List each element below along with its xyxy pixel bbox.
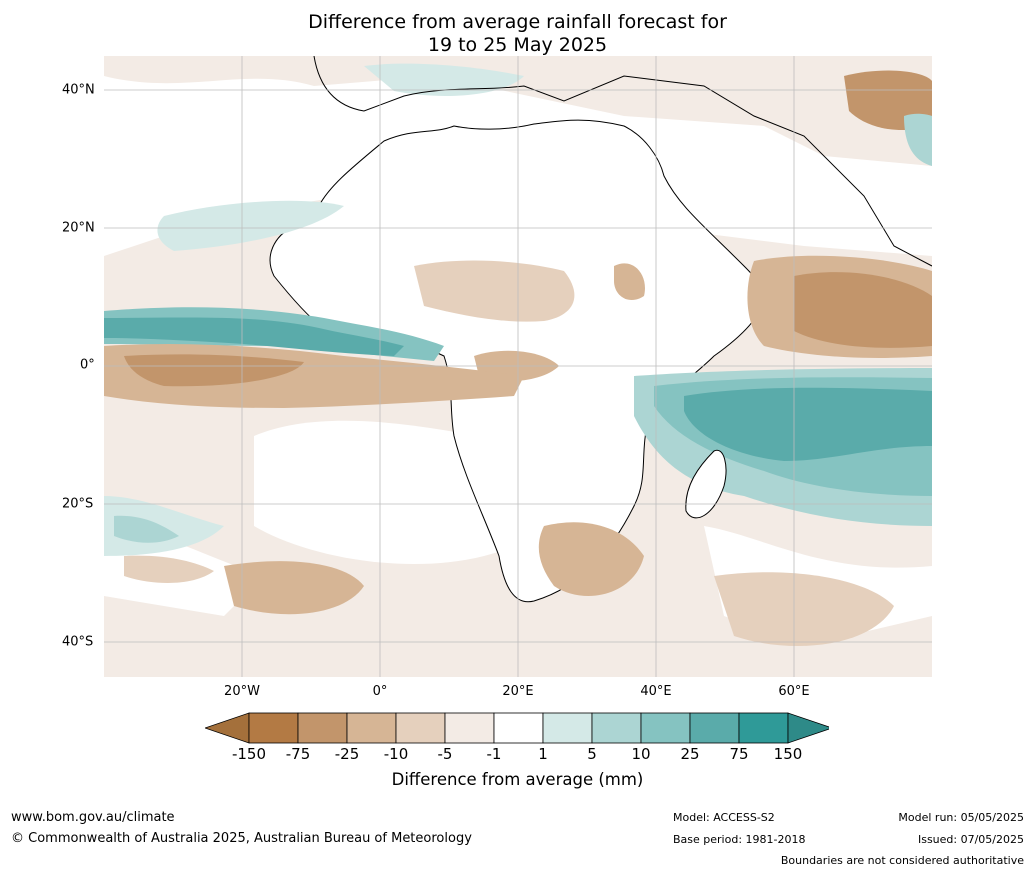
colorbar-tick-label: 150 xyxy=(773,745,803,763)
colorbar-segment xyxy=(542,712,593,744)
colorbar-tick-label: -25 xyxy=(334,745,360,763)
lon-label: 40°E xyxy=(640,684,672,699)
lon-label: 20°E xyxy=(502,684,534,699)
colorbar-tick-label: -150 xyxy=(231,745,267,763)
colorbar-segment xyxy=(395,712,446,744)
colorbar-tick-label: -10 xyxy=(383,745,409,763)
colorbar-segment xyxy=(444,712,495,744)
lat-label: 40°N xyxy=(62,82,95,98)
madagascar xyxy=(685,449,727,519)
colorbar-segment xyxy=(591,712,642,744)
colorbar-segment xyxy=(493,712,544,744)
colorbar-segment xyxy=(346,712,397,744)
colorbar-extend-low xyxy=(205,712,250,744)
colorbar-segment xyxy=(640,712,691,744)
colorbar-extend-high xyxy=(787,712,829,744)
lon-label: 20°W xyxy=(224,684,260,699)
lat-label: 0° xyxy=(80,357,95,373)
map-title-line1: Difference from average rainfall forecas… xyxy=(308,11,727,33)
lon-label: 0° xyxy=(372,684,388,699)
colorbar-segment xyxy=(297,712,348,744)
copyright-text: © Commonwealth of Australia 2025, Austra… xyxy=(11,831,472,846)
website-link[interactable]: www.bom.gov.au/climate xyxy=(11,810,175,825)
colorbar xyxy=(205,712,829,744)
colorbar-tick-label: 25 xyxy=(680,745,700,763)
colorbar-segment xyxy=(738,712,789,744)
lat-label: 20°N xyxy=(62,220,95,236)
model-run-date: Model run: 05/05/2025 xyxy=(898,811,1024,824)
colorbar-tick-label: -75 xyxy=(285,745,311,763)
boundaries-disclaimer: Boundaries are not considered authoritat… xyxy=(780,854,1024,867)
colorbar-tick-label: -5 xyxy=(437,745,453,763)
colorbar-segment xyxy=(689,712,740,744)
lon-label: 60°E xyxy=(778,684,810,699)
lat-label: 20°S xyxy=(62,496,94,512)
base-period: Base period: 1981-2018 xyxy=(673,833,806,846)
lat-label: 40°S xyxy=(62,634,94,650)
map-title-line2: 19 to 25 May 2025 xyxy=(427,34,608,56)
colorbar-tick-label: -1 xyxy=(486,745,502,763)
colorbar-title: Difference from average (mm) xyxy=(391,770,644,789)
colorbar-tick-label: 75 xyxy=(729,745,749,763)
colorbar-tick-label: 1 xyxy=(538,745,548,763)
colorbar-tick-label: 5 xyxy=(587,745,597,763)
colorbar-segment xyxy=(248,712,299,744)
issued-date: Issued: 07/05/2025 xyxy=(917,833,1024,846)
model-name: Model: ACCESS-S2 xyxy=(673,811,775,824)
rainfall-anomaly-map xyxy=(104,56,932,677)
colorbar-tick-label: 10 xyxy=(631,745,651,763)
graticule xyxy=(104,56,932,677)
